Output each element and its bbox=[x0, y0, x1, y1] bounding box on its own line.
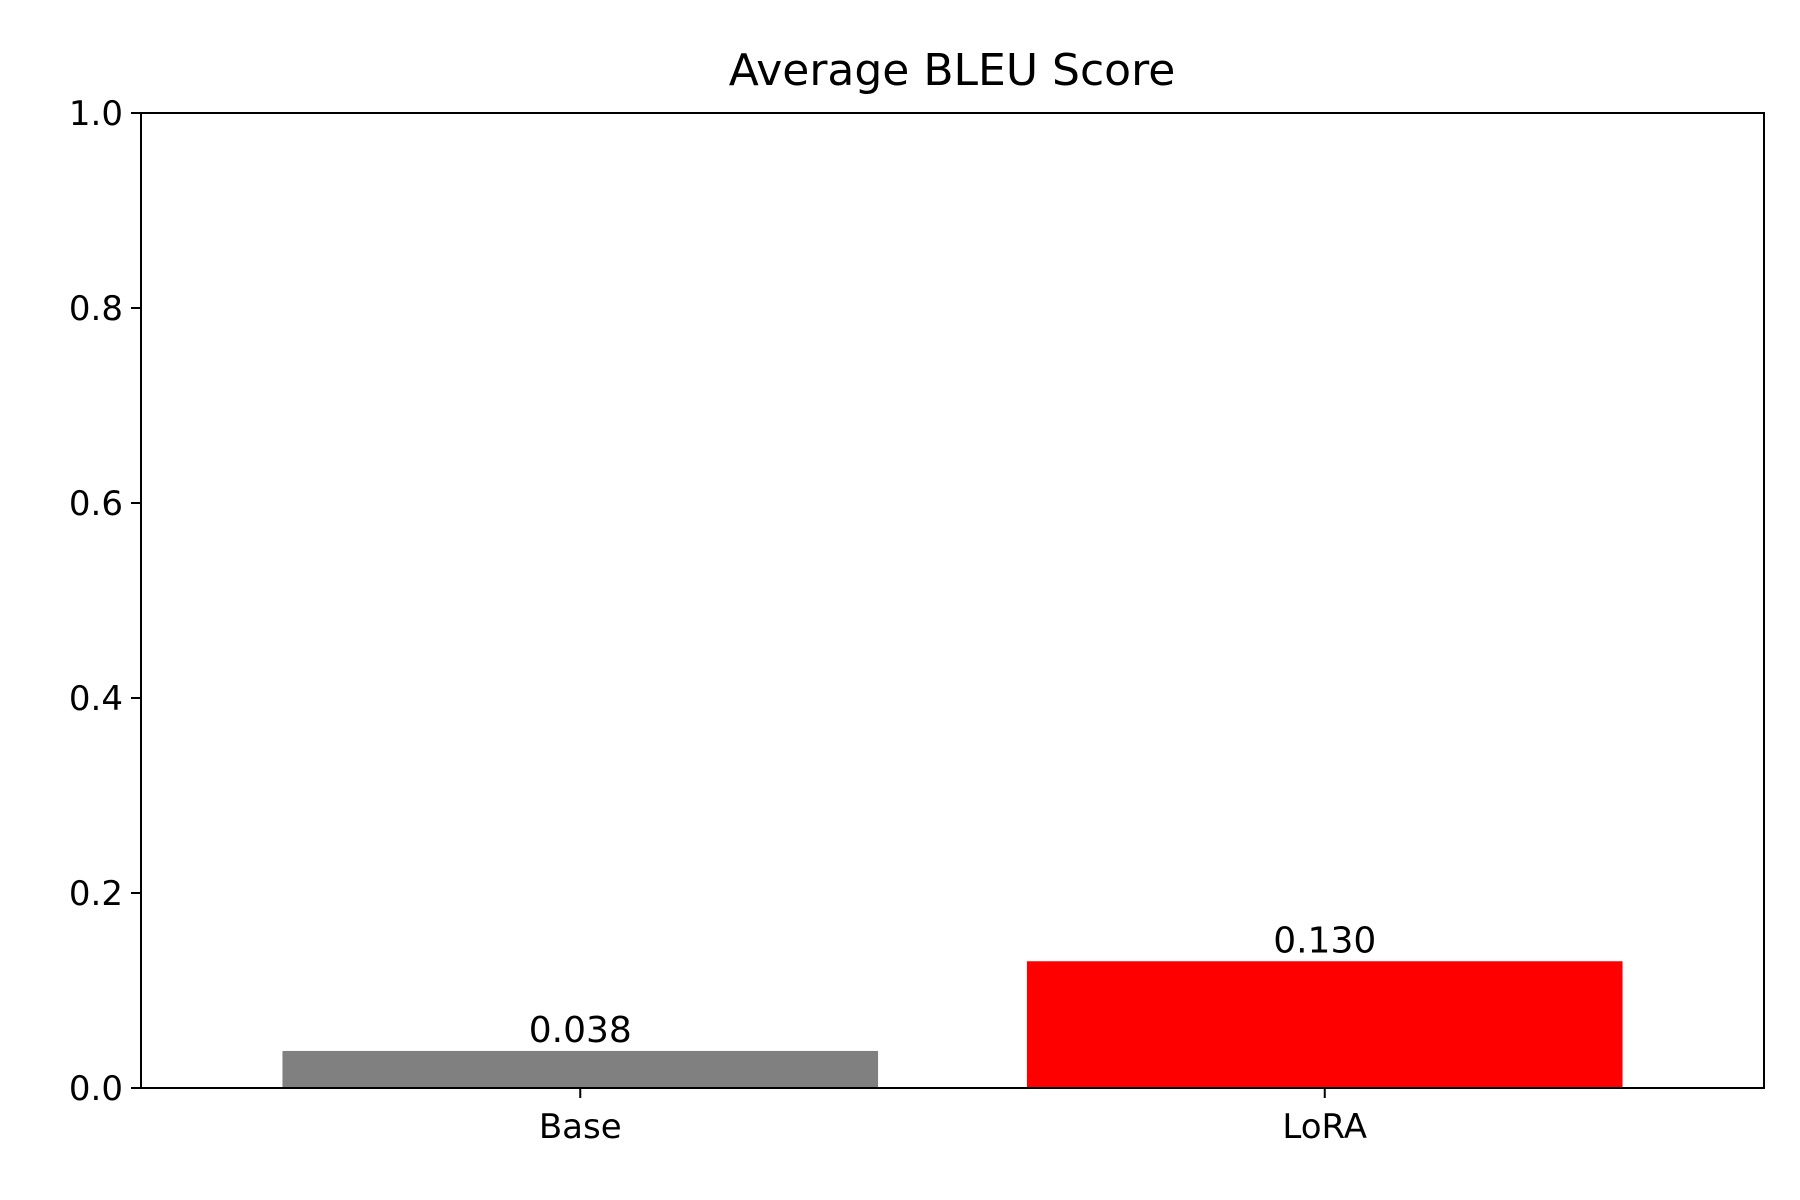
y-tick-label: 0.0 bbox=[69, 1069, 123, 1109]
value-labels-layer: 0.038 0.130 bbox=[529, 920, 1377, 1051]
bar-lora bbox=[1026, 961, 1623, 1088]
bar-base bbox=[282, 1050, 879, 1088]
x-tick-label: Base bbox=[539, 1107, 622, 1147]
value-label-lora: 0.130 bbox=[1273, 920, 1376, 961]
x-tick-label: LoRA bbox=[1282, 1107, 1367, 1147]
y-tick-label: 0.8 bbox=[69, 289, 123, 329]
y-tick-label: 0.2 bbox=[69, 874, 123, 914]
y-tick-label: 0.4 bbox=[69, 679, 123, 719]
bars-layer bbox=[282, 961, 1623, 1088]
value-label-base: 0.038 bbox=[529, 1010, 632, 1051]
y-tick-label: 1.0 bbox=[69, 94, 123, 134]
chart-title: Average BLEU Score bbox=[729, 45, 1176, 96]
y-tick-label: 0.6 bbox=[69, 484, 123, 524]
x-axis: Base LoRA bbox=[539, 1088, 1367, 1147]
y-axis: 0.0 0.2 0.4 0.6 0.8 1.0 bbox=[69, 94, 141, 1109]
plot-area-frame bbox=[140, 112, 1765, 1089]
